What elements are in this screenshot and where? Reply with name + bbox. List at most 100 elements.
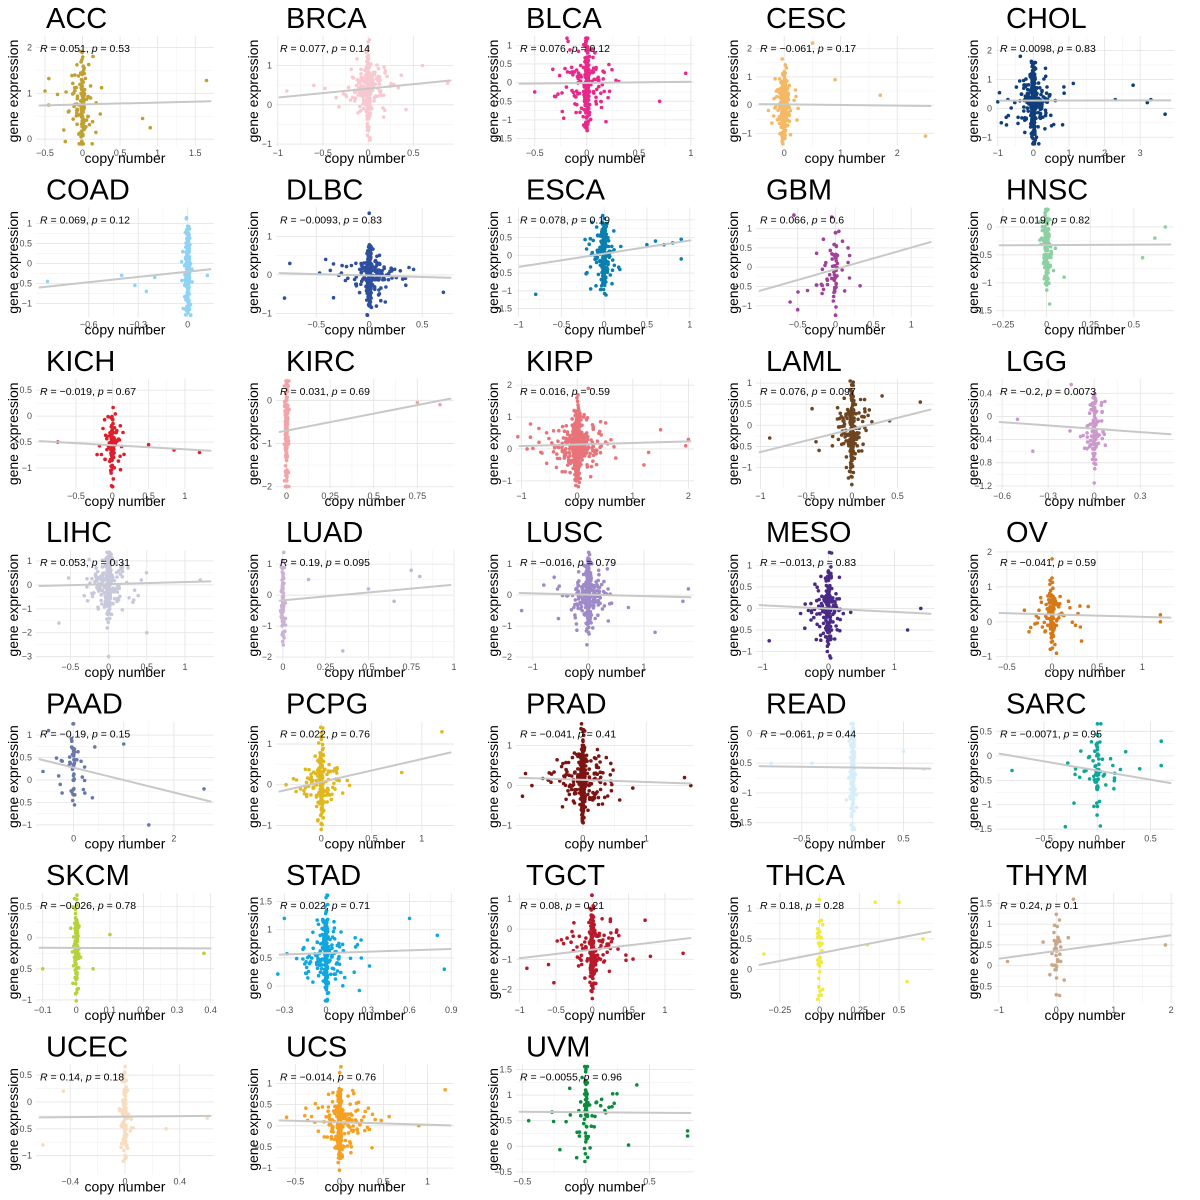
data-point (582, 412, 586, 417)
r-symbol: R (40, 43, 48, 55)
data-point (109, 579, 114, 584)
data-point (603, 239, 607, 243)
data-point (863, 409, 867, 414)
x-tick-label: 2 (686, 491, 691, 501)
data-point (281, 632, 286, 637)
data-point (833, 230, 838, 235)
data-point (819, 282, 824, 287)
data-point (781, 112, 785, 116)
data-point (783, 63, 788, 67)
data-point (562, 429, 567, 434)
data-point (284, 458, 289, 462)
data-point (578, 446, 583, 451)
data-point (80, 72, 84, 77)
data-point (102, 571, 106, 575)
data-point (610, 67, 614, 72)
data-point (1103, 399, 1107, 404)
data-point (796, 106, 800, 111)
data-point (814, 283, 819, 287)
data-point (1043, 74, 1048, 79)
data-point (774, 94, 779, 99)
data-point (599, 91, 603, 95)
data-point (282, 550, 286, 555)
data-point (1040, 104, 1044, 109)
data-point (368, 300, 373, 304)
data-point (595, 87, 599, 92)
data-point (139, 578, 144, 582)
data-point (404, 283, 408, 288)
x-axis-label: copy number (565, 664, 646, 680)
data-point (551, 450, 556, 454)
data-point (283, 484, 288, 489)
data-point (846, 260, 850, 265)
data-point (783, 78, 787, 82)
data-point (185, 266, 189, 271)
y-tick-label: −2 (262, 652, 272, 662)
p-value: 0.83 (361, 214, 382, 226)
x-axis-label: copy number (565, 321, 646, 337)
data-point (81, 133, 85, 138)
x-tick-label: 0.5 (641, 319, 654, 329)
data-point (1060, 123, 1065, 127)
data-point (106, 572, 111, 577)
data-point (567, 451, 572, 455)
r-value: 0.076 (780, 386, 806, 398)
data-point (579, 106, 584, 110)
data-point (588, 117, 593, 122)
data-point (385, 74, 389, 79)
data-point (368, 252, 373, 257)
data-point (612, 263, 617, 268)
x-tick-label: −0.5 (36, 148, 54, 158)
panel-title: LIHC (46, 517, 112, 549)
data-point (111, 405, 115, 410)
y-tick-label: −1 (742, 128, 752, 138)
data-point (378, 78, 382, 82)
data-point (1044, 283, 1049, 287)
data-point (599, 264, 604, 268)
data-point (683, 444, 688, 448)
data-point (357, 81, 361, 85)
x-tick-label: −1 (993, 148, 1003, 158)
y-tick-label: 2 (747, 44, 752, 54)
x-tick-label: 0.3 (1134, 491, 1147, 501)
data-point (602, 291, 607, 296)
regression-line (278, 79, 452, 99)
data-point (864, 428, 868, 433)
data-point (842, 419, 846, 424)
data-point (556, 439, 560, 444)
p-value: 0.67 (116, 386, 137, 398)
r-equals: = (288, 386, 300, 398)
correlation-annotation: R = 0.19, p = 0.095 (280, 557, 370, 569)
data-point (80, 114, 84, 118)
data-point (1031, 449, 1035, 454)
data-point (1049, 113, 1053, 118)
r-value: 0.069 (60, 214, 86, 226)
x-axis-label: copy number (1045, 493, 1126, 509)
data-point (618, 267, 622, 272)
data-point (285, 410, 290, 415)
x-tick-label: 2 (895, 148, 900, 158)
r-equals: = (1008, 43, 1020, 55)
data-point (1032, 68, 1036, 72)
x-axis-label: copy number (85, 150, 166, 166)
data-point (560, 91, 564, 95)
y-tick-label: −1 (502, 476, 512, 486)
data-point (842, 424, 846, 428)
data-point (590, 446, 594, 450)
p-value: 0.097 (830, 386, 856, 398)
data-point (131, 598, 136, 602)
data-point (780, 57, 784, 61)
data-point (587, 113, 591, 117)
y-tick-label: 0 (27, 134, 32, 144)
x-axis-label: copy number (805, 493, 886, 509)
data-point (280, 610, 284, 614)
x-tick-label: −0.6 (80, 319, 98, 329)
data-point (1018, 54, 1023, 59)
data-point (115, 590, 120, 594)
p-value: 0.12 (590, 43, 611, 55)
data-point (368, 138, 372, 142)
data-point (87, 122, 92, 127)
y-tick-label: 1 (747, 378, 752, 388)
